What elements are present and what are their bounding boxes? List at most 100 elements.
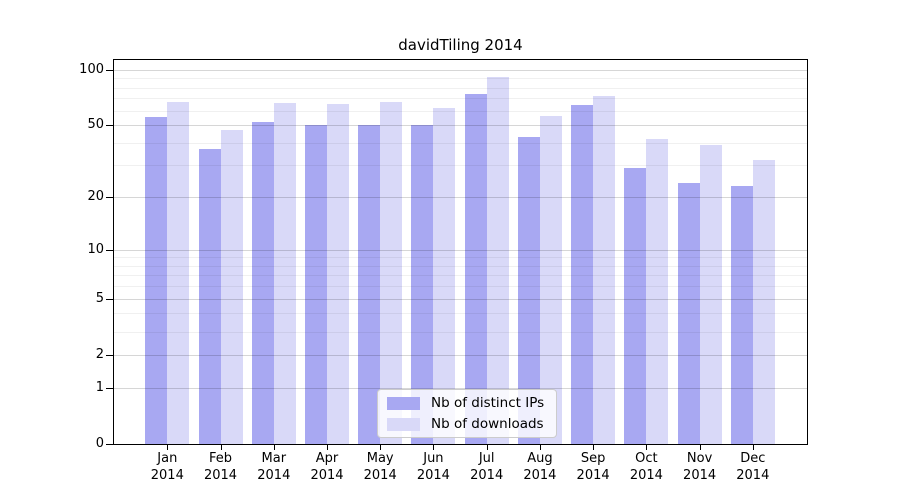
plot-area: Nb of distinct IPs Nb of downloads xyxy=(113,59,808,445)
legend-swatch-downloads xyxy=(387,417,420,431)
x-tick-label-jun: Jun 2014 xyxy=(401,450,465,484)
x-tick-oct xyxy=(646,445,648,450)
bar-downloads-apr xyxy=(327,104,349,444)
x-tick-jun xyxy=(433,445,435,450)
gridline-major-50 xyxy=(114,125,807,126)
bar-downloads-aug xyxy=(539,116,562,444)
bar-downloads-jan xyxy=(167,101,190,444)
bar-distinct-ips-jan xyxy=(145,117,168,444)
x-tick-year: 2014 xyxy=(523,468,557,483)
bar-distinct-ips-jul xyxy=(464,93,487,444)
y-tick-10 xyxy=(106,249,113,251)
bar-downloads-sep xyxy=(593,95,616,444)
x-tick-month: Jul xyxy=(478,451,495,466)
y-tick-label-5: 5 xyxy=(95,290,104,306)
bar-distinct-ips-dec xyxy=(730,186,753,444)
x-tick-apr xyxy=(327,445,328,450)
bar-downloads-jul xyxy=(486,77,509,444)
y-tick-20 xyxy=(106,197,113,198)
x-tick-month: Oct xyxy=(635,451,658,466)
bar-distinct-ips-mar xyxy=(251,121,274,444)
x-tick-label-nov: Nov 2014 xyxy=(668,450,732,484)
legend-item-distinct-ips: Nb of distinct IPs xyxy=(387,395,544,411)
x-tick-label-oct: Oct 2014 xyxy=(614,450,678,484)
x-tick-feb xyxy=(220,445,222,450)
x-tick-month: Jan xyxy=(157,451,178,466)
y-tick-label-20: 20 xyxy=(87,189,104,204)
y-tick-2 xyxy=(106,354,113,356)
x-tick-year: 2014 xyxy=(150,468,184,483)
gridline-minor-80 xyxy=(114,87,807,89)
x-tick-month: Jun xyxy=(423,451,444,466)
x-tick-year: 2014 xyxy=(363,468,397,483)
x-tick-month: Mar xyxy=(261,451,287,466)
bar-distinct-ips-may xyxy=(358,125,381,444)
x-tick-mar xyxy=(273,445,275,450)
x-tick-year: 2014 xyxy=(203,468,238,483)
x-tick-label-mar: Mar 2014 xyxy=(242,450,306,484)
x-tick-month: Aug xyxy=(527,451,553,466)
x-tick-label-jan: Jan 2014 xyxy=(135,450,199,484)
x-tick-month: Dec xyxy=(740,451,766,466)
legend-label-downloads: Nb of downloads xyxy=(431,416,544,432)
x-tick-year: 2014 xyxy=(629,468,663,483)
bar-distinct-ips-nov xyxy=(677,182,700,444)
bar-distinct-ips-jun xyxy=(411,125,434,444)
x-tick-month: Nov xyxy=(686,451,713,466)
legend-item-downloads: Nb of downloads xyxy=(387,416,544,432)
bar-distinct-ips-aug xyxy=(517,137,540,444)
bar-downloads-oct xyxy=(646,138,669,444)
bar-downloads-dec xyxy=(752,160,775,444)
x-tick-year: 2014 xyxy=(683,468,717,483)
gridline-minor-70 xyxy=(114,98,807,100)
legend: Nb of distinct IPs Nb of downloads xyxy=(377,389,558,438)
x-tick-sep xyxy=(593,445,595,450)
legend-swatch-distinct-ips xyxy=(387,396,420,410)
x-tick-year: 2014 xyxy=(257,468,291,483)
bar-distinct-ips-apr xyxy=(305,125,327,444)
x-tick-month: May xyxy=(366,451,394,466)
gridline-minor-60 xyxy=(114,110,807,112)
x-tick-month: Apr xyxy=(315,451,339,466)
y-tick-label-1: 1 xyxy=(95,379,104,395)
x-tick-label-dec: Dec 2014 xyxy=(721,450,785,484)
x-tick-month: Feb xyxy=(208,451,233,466)
bar-distinct-ips-feb xyxy=(198,148,221,444)
x-tick-aug xyxy=(539,445,541,450)
y-tick-label-10: 10 xyxy=(87,241,104,257)
x-tick-year: 2014 xyxy=(470,468,504,483)
x-tick-nov xyxy=(699,445,701,450)
x-tick-year: 2014 xyxy=(416,468,450,483)
x-tick-jan xyxy=(167,445,169,450)
x-tick-jul xyxy=(486,445,488,450)
x-tick-label-aug: Aug 2014 xyxy=(508,450,572,484)
y-tick-100 xyxy=(106,69,113,71)
gridline-minor-90 xyxy=(114,78,807,80)
bar-downloads-nov xyxy=(699,144,722,444)
legend-label-distinct-ips: Nb of distinct IPs xyxy=(431,395,545,411)
x-tick-year: 2014 xyxy=(310,468,344,483)
y-tick-0 xyxy=(106,444,113,445)
bar-distinct-ips-sep xyxy=(571,105,594,444)
gridline-major-100 xyxy=(114,69,807,71)
x-tick-label-jul: Jul 2014 xyxy=(455,450,519,484)
x-tick-label-apr: Apr 2014 xyxy=(295,450,359,484)
x-tick-dec xyxy=(752,445,754,450)
bar-distinct-ips-oct xyxy=(624,168,647,444)
x-tick-may xyxy=(380,445,382,450)
bar-downloads-mar xyxy=(273,102,296,444)
chart-title: davidTiling 2014 xyxy=(398,36,523,54)
x-tick-month: Sep xyxy=(580,451,606,466)
y-tick-label-2: 2 xyxy=(95,346,104,362)
x-tick-year: 2014 xyxy=(576,468,610,483)
bar-downloads-may xyxy=(380,101,403,444)
x-tick-label-may: May 2014 xyxy=(348,450,412,484)
gridline-minor-40 xyxy=(114,142,807,144)
y-tick-label-100: 100 xyxy=(79,61,104,77)
y-tick-label-0: 0 xyxy=(95,436,104,451)
x-tick-label-sep: Sep 2014 xyxy=(561,450,625,484)
y-tick-label-50: 50 xyxy=(87,117,104,132)
y-tick-1 xyxy=(106,387,113,389)
y-tick-5 xyxy=(106,298,113,300)
